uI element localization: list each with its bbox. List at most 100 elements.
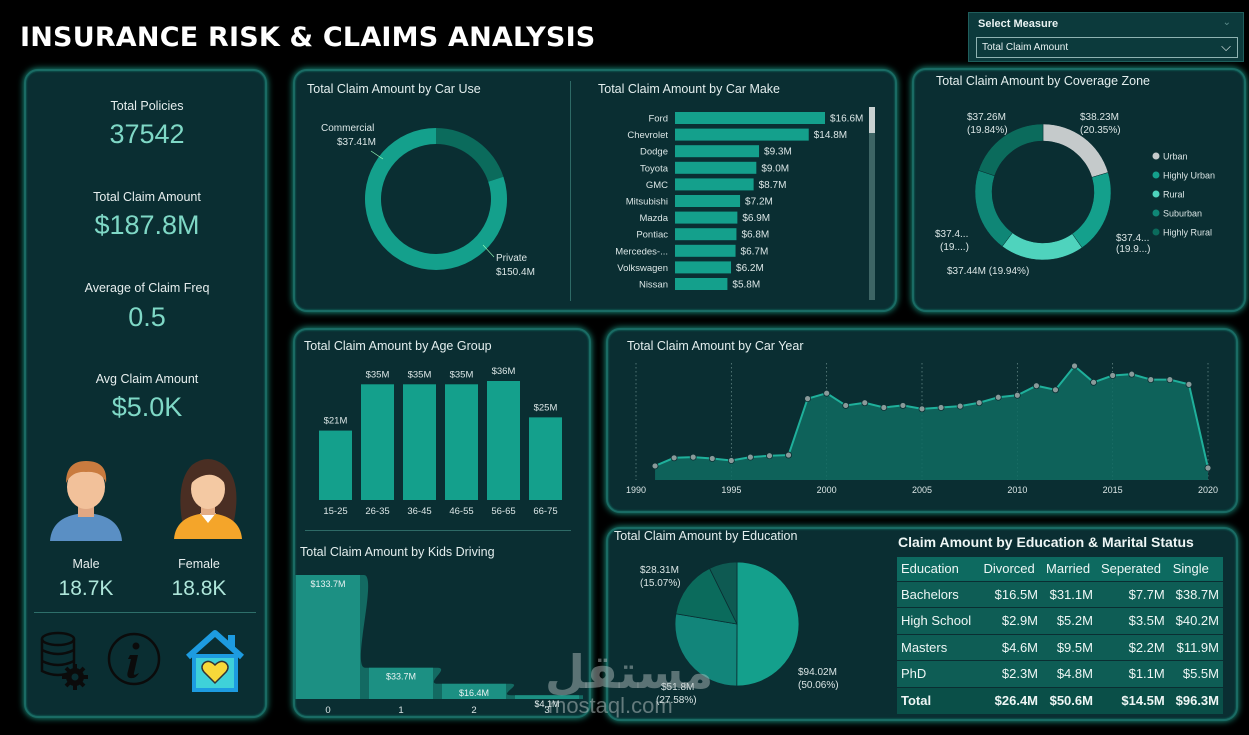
bar-category-label: 26-35 bbox=[365, 506, 389, 517]
scrollbar-thumb[interactable] bbox=[869, 107, 875, 133]
x-tick-label: 2020 bbox=[1198, 485, 1218, 495]
bar-6 bbox=[675, 195, 741, 207]
slicer-collapse-icon[interactable]: ⌄ bbox=[1222, 17, 1231, 28]
education-title: Total Claim Amount by Education bbox=[614, 529, 798, 543]
bar-value-label: $9.0M bbox=[761, 163, 789, 174]
data-point bbox=[1013, 391, 1021, 399]
bar-category-label: 46-55 bbox=[449, 506, 473, 517]
kpi-label-policies: Total Policies bbox=[110, 99, 184, 113]
watermark-latin: mostaql.com bbox=[548, 693, 673, 718]
bar-value-label: $16.6M bbox=[830, 114, 863, 125]
bar-category-label: Mercedes-... bbox=[615, 246, 668, 257]
bar-value-label: $6.8M bbox=[741, 230, 769, 241]
table-cell: $9.5M bbox=[1042, 633, 1097, 661]
kpi-label-claim-freq: Average of Claim Freq bbox=[84, 281, 210, 295]
car-year-title: Total Claim Amount by Car Year bbox=[627, 339, 804, 353]
table-cell: $5.5M bbox=[1168, 660, 1223, 687]
bar-value-label: $33.7M bbox=[386, 672, 416, 682]
bar-category-label: 2 bbox=[471, 705, 476, 716]
table-cell: $96.3M bbox=[1168, 686, 1223, 714]
bar-11 bbox=[675, 278, 728, 290]
age-group-bar-chart: $21M 15-25 $35M 26-35 $35M 36-45 $35M 46-55 $36M… bbox=[319, 366, 562, 517]
x-tick-label: 1995 bbox=[721, 485, 741, 495]
table-cell: $26.4M bbox=[979, 686, 1043, 714]
male-avatar-icon bbox=[50, 461, 122, 541]
data-point bbox=[1109, 372, 1117, 379]
table-cell: $2.9M bbox=[979, 607, 1043, 634]
data-point bbox=[994, 393, 1002, 401]
slice-value-label: $38.23M bbox=[1080, 112, 1119, 123]
donut-slice bbox=[1001, 232, 1083, 261]
table-cell: High School bbox=[897, 607, 980, 634]
slice-value-label: $37.41M bbox=[337, 137, 376, 148]
data-point bbox=[975, 399, 983, 407]
bar-4 bbox=[675, 161, 757, 174]
home-heart-icon[interactable] bbox=[182, 627, 248, 695]
bar-26-35 bbox=[361, 384, 394, 500]
female-avatar-icon bbox=[174, 459, 242, 539]
x-tick-label: 2010 bbox=[1007, 485, 1027, 495]
legend-label: Rural bbox=[1163, 190, 1185, 200]
slice-value-label: $150.4M bbox=[496, 267, 535, 278]
leader-line bbox=[370, 150, 384, 160]
slice-pct-label: (50.06%) bbox=[798, 680, 839, 691]
bar-category-label: 56-65 bbox=[491, 506, 515, 517]
bar-2 bbox=[675, 128, 809, 141]
slice-name-label: Commercial bbox=[321, 123, 374, 134]
kpi-label-claim-amount: Total Claim Amount bbox=[93, 190, 201, 204]
x-tick-label: 1990 bbox=[626, 485, 646, 495]
bar-15-25 bbox=[319, 430, 352, 500]
measure-dropdown[interactable]: Total Claim Amount ⌵ bbox=[976, 37, 1238, 58]
slice-pct-label: (20.35%) bbox=[1080, 125, 1121, 136]
data-point bbox=[785, 451, 792, 459]
bar-7 bbox=[675, 211, 738, 224]
kids-area bbox=[293, 575, 583, 699]
matrix-header-married[interactable]: Married bbox=[1042, 557, 1097, 581]
matrix-header-education[interactable]: Education bbox=[897, 557, 980, 581]
coverage-zone-title: Total Claim Amount by Coverage Zone bbox=[936, 74, 1150, 88]
matrix-header-seperated[interactable]: Seperated bbox=[1096, 557, 1169, 581]
bar-value-label: $6.7M bbox=[741, 246, 769, 257]
bar-5 bbox=[675, 178, 754, 191]
car-use-make-panel: Total Claim Amount by Car Use Total Clai… bbox=[293, 69, 897, 312]
legend-marker bbox=[1152, 171, 1160, 179]
bar-category-label: Mitsubishi bbox=[626, 197, 668, 208]
male-label: Male bbox=[72, 557, 100, 571]
kpi-label-avg-claim: Avg Claim Amount bbox=[95, 372, 199, 386]
measure-slicer[interactable]: Select Measure ⌄ Total Claim Amount ⌵ bbox=[968, 12, 1244, 62]
female-label: Female bbox=[178, 557, 220, 571]
data-point bbox=[899, 402, 907, 409]
bar-value-label: $7.2M bbox=[745, 197, 773, 208]
bar-category-label: Pontiac bbox=[636, 230, 668, 241]
car-use-donut-chart: Commercial $37.41M Private $150.4M bbox=[321, 123, 535, 278]
bar-value-label: $8.7M bbox=[759, 180, 787, 191]
table-cell: PhD bbox=[897, 660, 980, 687]
database-gear-icon[interactable] bbox=[38, 631, 90, 691]
matrix-header-single[interactable]: Single bbox=[1168, 557, 1223, 581]
matrix-header-row: Education Divorced Married Seperated Sin… bbox=[897, 557, 1223, 581]
bar-value-label: $5.8M bbox=[732, 280, 760, 291]
bar-value-label: $6.9M bbox=[742, 213, 770, 224]
data-point bbox=[956, 402, 964, 410]
slice-value-label: $37.4... bbox=[935, 229, 968, 240]
data-point bbox=[689, 453, 697, 461]
bar-value-label: $16.4M bbox=[459, 688, 489, 698]
x-tick-label: 2000 bbox=[817, 485, 837, 495]
table-cell: $38.7M bbox=[1168, 580, 1223, 608]
kpi-value-avg-claim: $5.0K bbox=[111, 392, 183, 422]
info-icon[interactable] bbox=[106, 631, 162, 687]
scrollbar-track[interactable] bbox=[869, 107, 875, 300]
bar-36-45 bbox=[403, 384, 436, 500]
legend-label: Urban bbox=[1163, 152, 1188, 162]
edu-marital-title: Claim Amount by Education & Marital Stat… bbox=[898, 534, 1194, 550]
table-row: Masters $4.6M $9.5M $2.2M $11.9M bbox=[897, 633, 1223, 661]
table-cell: Masters bbox=[897, 633, 980, 661]
data-point bbox=[1090, 378, 1098, 386]
table-cell: Total bbox=[897, 686, 980, 714]
data-point bbox=[880, 404, 888, 411]
matrix-header-divorced[interactable]: Divorced bbox=[979, 557, 1043, 581]
data-point bbox=[766, 452, 773, 460]
table-cell: $4.6M bbox=[979, 633, 1043, 661]
slice-value-label: $37.44M (19.94%) bbox=[947, 266, 1029, 277]
slice-pct-label: (19....) bbox=[940, 242, 969, 253]
